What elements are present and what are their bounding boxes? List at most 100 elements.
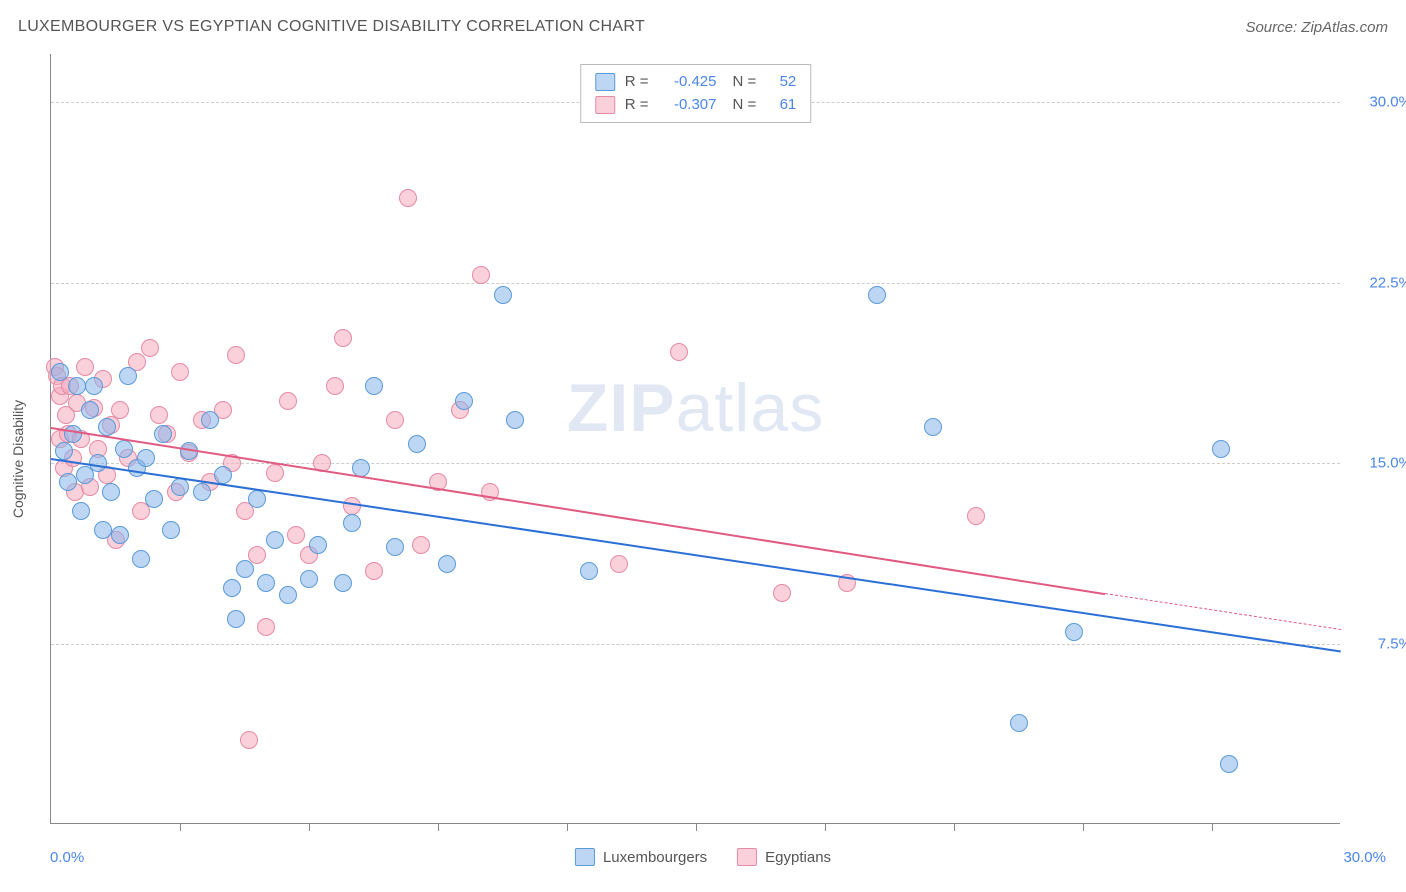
data-point [408, 435, 426, 453]
x-tick [954, 823, 955, 831]
data-point [924, 418, 942, 436]
data-point [494, 286, 512, 304]
data-point [343, 497, 361, 515]
legend-r-label: R = [625, 71, 649, 94]
data-point [257, 618, 275, 636]
data-point [438, 555, 456, 573]
data-point [610, 555, 628, 573]
data-point [171, 478, 189, 496]
legend-r-value: -0.425 [659, 71, 717, 94]
legend-r-label: R = [625, 94, 649, 117]
data-point [248, 490, 266, 508]
data-point [115, 440, 133, 458]
data-point [236, 560, 254, 578]
legend-n-value: 61 [766, 94, 796, 117]
x-tick [438, 823, 439, 831]
data-point [670, 343, 688, 361]
data-point [334, 329, 352, 347]
data-point [193, 483, 211, 501]
gridline [51, 463, 1340, 464]
data-point [279, 392, 297, 410]
data-point [132, 550, 150, 568]
data-point [171, 363, 189, 381]
data-point [162, 521, 180, 539]
data-point [51, 363, 69, 381]
data-point [1220, 755, 1238, 773]
legend-swatch [595, 73, 615, 91]
legend-bottom: Luxembourgers Egyptians [575, 848, 831, 866]
data-point [399, 189, 417, 207]
y-tick-label: 15.0% [1369, 455, 1406, 472]
chart-title: LUXEMBOURGER VS EGYPTIAN COGNITIVE DISAB… [18, 18, 645, 36]
data-point [334, 574, 352, 592]
data-point [214, 466, 232, 484]
data-point [279, 586, 297, 604]
data-point [326, 377, 344, 395]
data-point [412, 536, 430, 554]
legend-swatch [595, 96, 615, 114]
data-point [201, 411, 219, 429]
data-point [145, 490, 163, 508]
legend-n-value: 52 [766, 71, 796, 94]
data-point [868, 286, 886, 304]
data-point [102, 483, 120, 501]
chart-container: Cognitive Disability ZIPatlas 7.5%15.0%2… [0, 44, 1406, 874]
data-point [386, 411, 404, 429]
y-axis-label: Cognitive Disability [10, 400, 26, 518]
data-point [150, 406, 168, 424]
data-point [266, 464, 284, 482]
data-point [287, 526, 305, 544]
data-point [773, 584, 791, 602]
trend-line [51, 427, 1105, 595]
legend-r-value: -0.307 [659, 94, 717, 117]
legend-n-label: N = [733, 71, 757, 94]
data-point [580, 562, 598, 580]
legend-swatch [575, 848, 595, 866]
data-point [119, 367, 137, 385]
data-point [98, 418, 116, 436]
x-tick [180, 823, 181, 831]
data-point [137, 449, 155, 467]
legend-series-name: Egyptians [765, 849, 831, 866]
data-point [455, 392, 473, 410]
x-tick [1083, 823, 1084, 831]
data-point [154, 425, 172, 443]
data-point [68, 377, 86, 395]
x-tick [309, 823, 310, 831]
data-point [89, 454, 107, 472]
y-tick-label: 7.5% [1378, 635, 1406, 652]
data-point [85, 377, 103, 395]
data-point [967, 507, 985, 525]
x-tick [1212, 823, 1213, 831]
data-point [1065, 623, 1083, 641]
data-point [111, 526, 129, 544]
data-point [111, 401, 129, 419]
legend-top-row: R = -0.307 N = 61 [595, 94, 797, 117]
data-point [227, 346, 245, 364]
data-point [72, 502, 90, 520]
trend-line [1104, 593, 1341, 630]
data-point [365, 562, 383, 580]
trend-line [51, 458, 1341, 652]
legend-n-label: N = [733, 94, 757, 117]
gridline [51, 283, 1340, 284]
data-point [141, 339, 159, 357]
header: LUXEMBOURGER VS EGYPTIAN COGNITIVE DISAB… [0, 0, 1406, 44]
data-point [248, 546, 266, 564]
data-point [240, 731, 258, 749]
legend-swatch [737, 848, 757, 866]
data-point [257, 574, 275, 592]
legend-bottom-item: Luxembourgers [575, 848, 707, 866]
x-tick [696, 823, 697, 831]
data-point [300, 570, 318, 588]
x-axis-max-label: 30.0% [1343, 849, 1386, 866]
legend-top: R = -0.425 N = 52 R = -0.307 N = 61 [580, 64, 812, 123]
data-point [59, 473, 77, 491]
source-attribution: Source: ZipAtlas.com [1245, 19, 1388, 36]
x-axis-min-label: 0.0% [50, 849, 84, 866]
legend-series-name: Luxembourgers [603, 849, 707, 866]
legend-bottom-item: Egyptians [737, 848, 831, 866]
data-point [343, 514, 361, 532]
data-point [266, 531, 284, 549]
data-point [223, 579, 241, 597]
